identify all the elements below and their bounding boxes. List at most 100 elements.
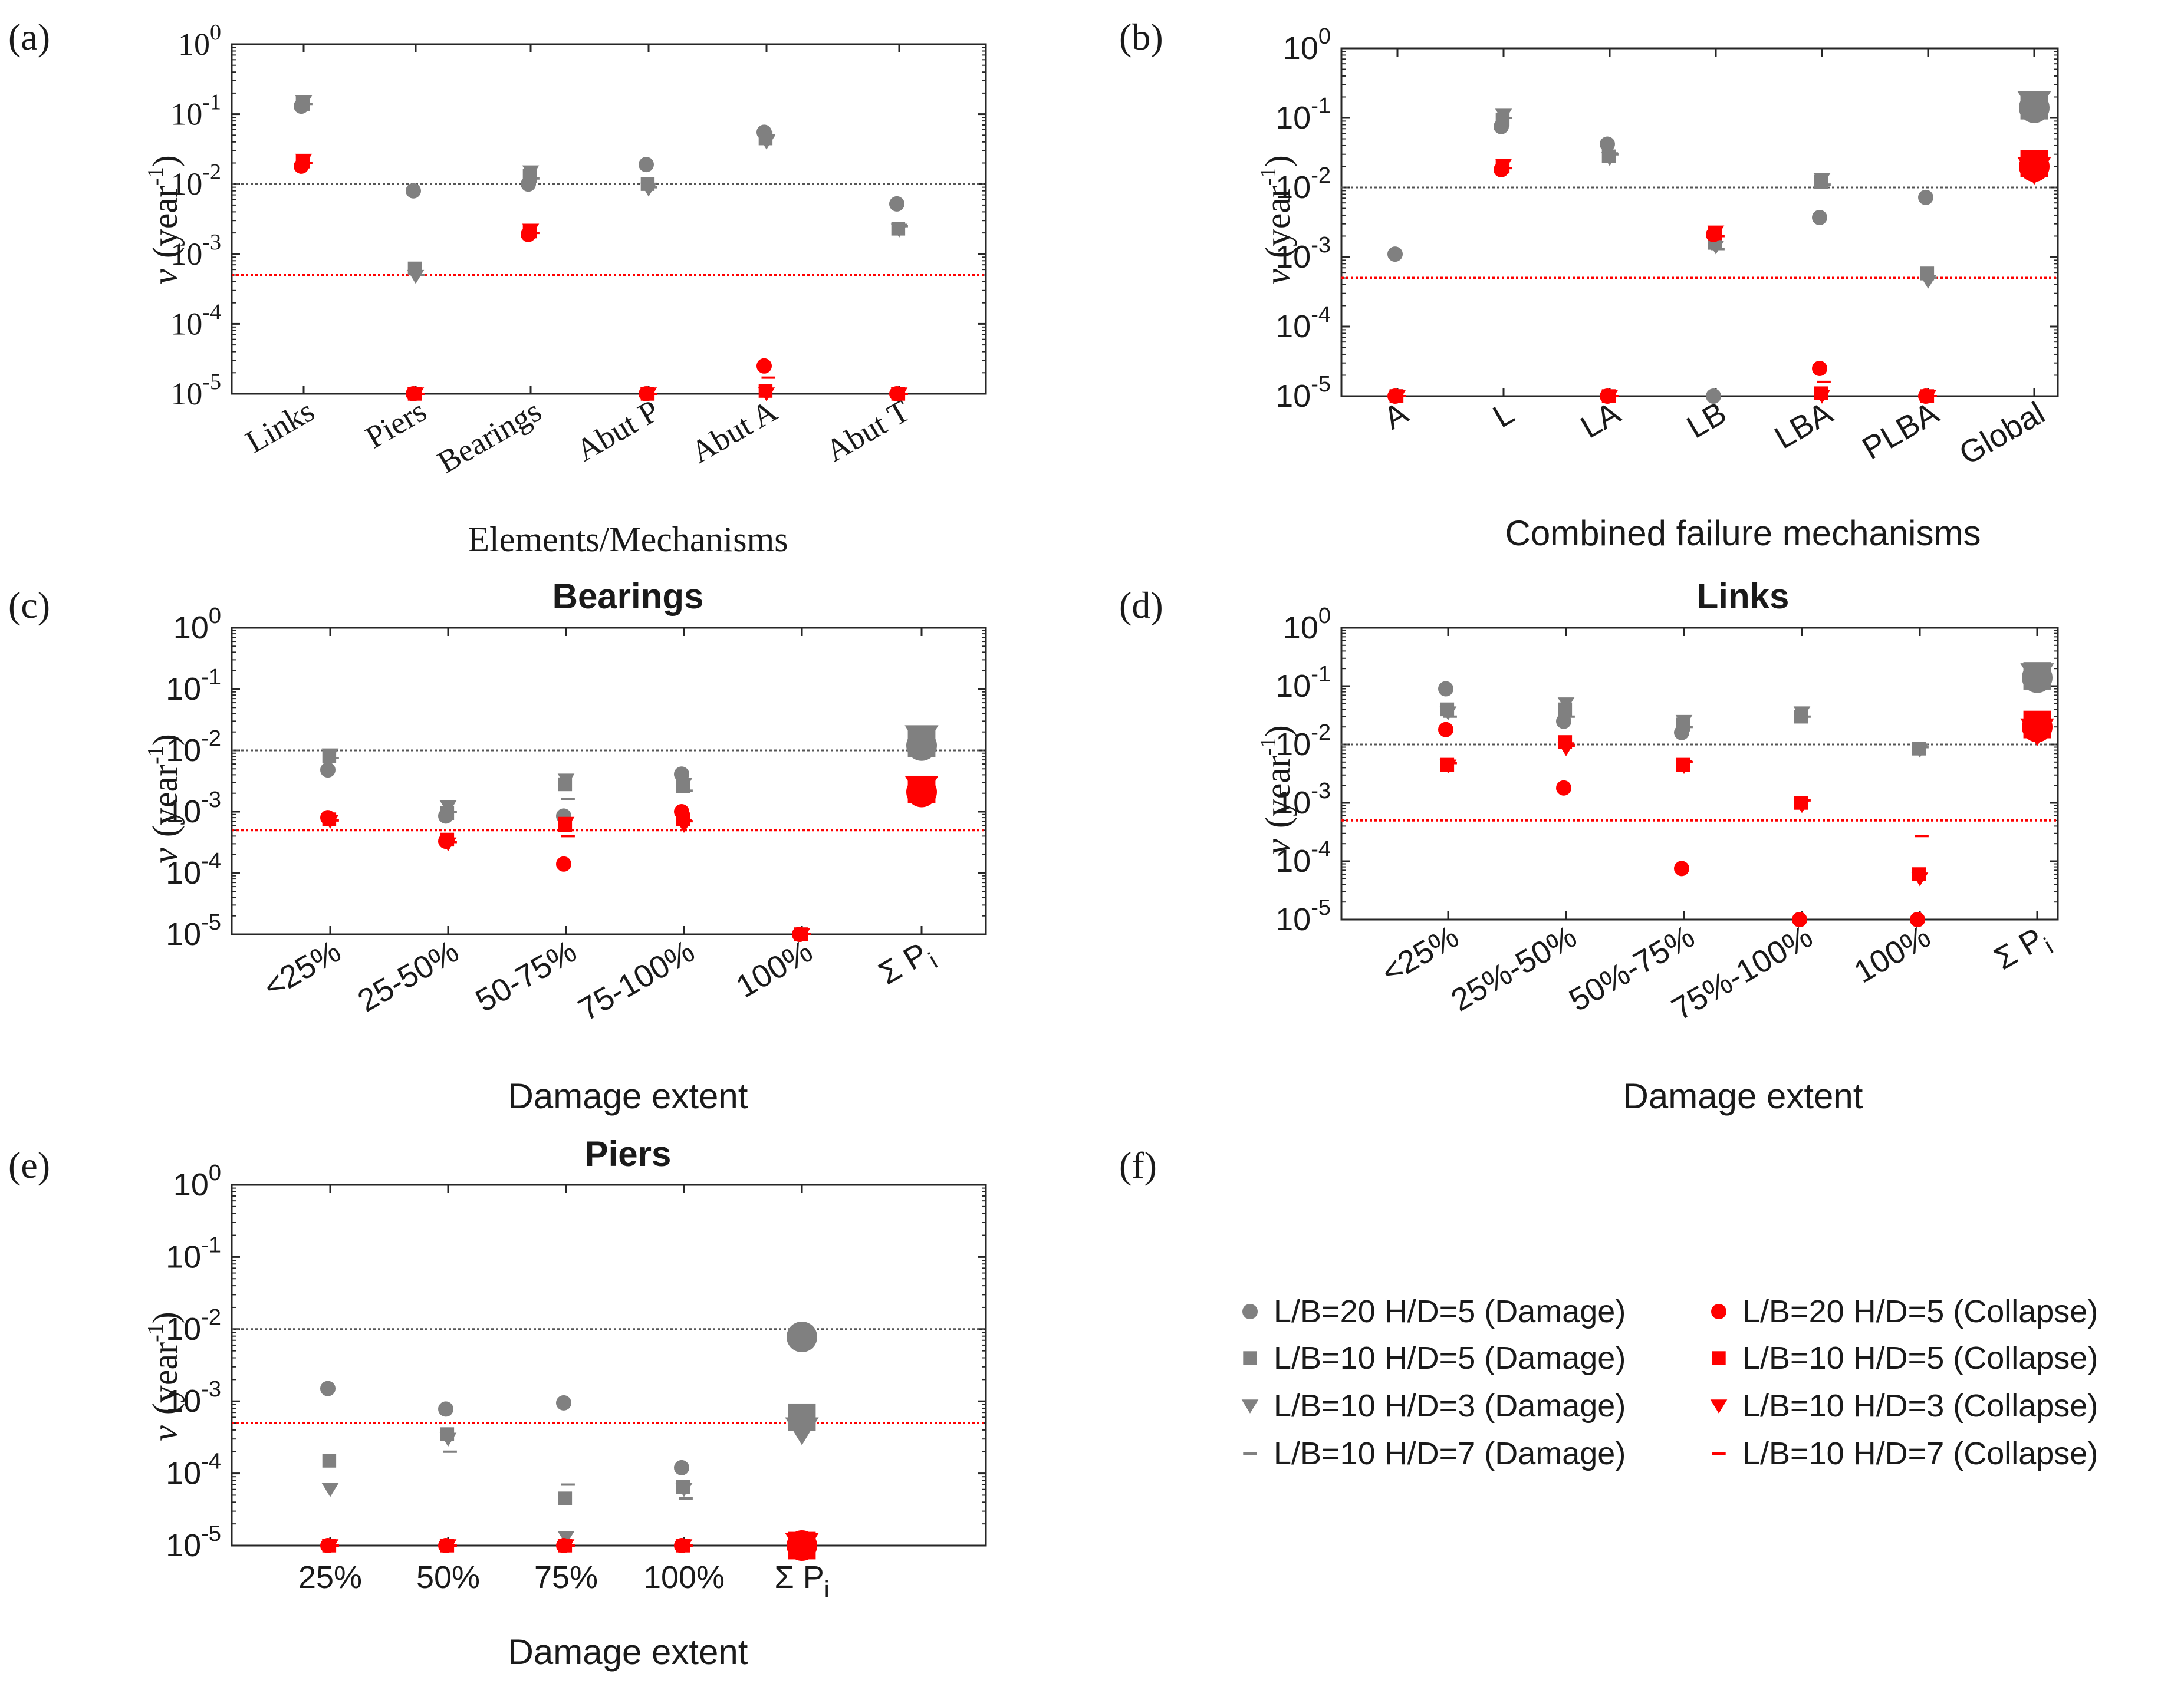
data-point <box>1495 108 1512 123</box>
legend-label: L/B=10 H/D=7 (Damage) <box>1274 1436 1626 1471</box>
y-tick-label: 10-2 <box>166 1305 221 1347</box>
legend-marker <box>1241 1399 1259 1414</box>
y-label-exp: -1 <box>1256 737 1281 756</box>
data-point <box>1438 722 1453 737</box>
y-axis-label: ν (year-1) <box>1256 725 1297 855</box>
x-tick-label: 75-100% <box>573 933 700 1027</box>
x-tick-label: Σ Pi <box>774 1560 829 1603</box>
x-axis-label: Combined failure mechanisms <box>1505 513 1981 553</box>
y-tick-label: 10-4 <box>166 849 221 891</box>
y-tick-label: 10-3 <box>1275 233 1331 275</box>
y-tick-label: 100 <box>178 20 221 62</box>
data-point <box>2020 718 2054 746</box>
x-tick-label: 50% <box>416 1560 480 1595</box>
axes-frame <box>231 627 987 935</box>
panel-a: (a) ν (year-1) Elements/Mechanisms 10-5 10… <box>8 16 987 559</box>
x-tick-label: <25% <box>1376 918 1465 990</box>
data-point <box>406 183 421 199</box>
y-label-symbol: ν <box>146 848 185 864</box>
y-label-symbol: ν <box>146 269 185 285</box>
y-label-exp: -1 <box>143 1323 168 1342</box>
data-point <box>1674 861 1689 877</box>
data-point <box>785 1533 819 1561</box>
y-tick-label: 10-4 <box>170 299 221 341</box>
x-tick-label: Piers <box>359 393 432 455</box>
legend-marker <box>1243 1351 1257 1365</box>
panel-b: (b) ν (year-1) Combined failure mechanism… <box>1119 16 2059 553</box>
data-point <box>1792 912 1807 927</box>
y-label-symbol: ν <box>1258 269 1297 285</box>
legend-label: L/B=10 H/D=3 (Damage) <box>1274 1388 1626 1424</box>
data-point <box>322 1454 337 1468</box>
y-tick-label: 100 <box>1283 24 1331 66</box>
y-label-exp: -1 <box>143 746 168 765</box>
data-point <box>556 856 571 872</box>
legend: L/B=20 H/D=5 (Damage) L/B=10 H/D=5 (Damag… <box>1241 1294 2098 1471</box>
x-tick-label: <25% <box>258 933 347 1005</box>
data-point <box>1910 912 1925 927</box>
x-tick-label: 25%-50% <box>1445 918 1583 1018</box>
legend-panel: (f) L/B=20 H/D=5 (Damage) L/B=10 H/D=5 (D… <box>1119 1144 2098 1471</box>
y-axis-label: ν (year-1) <box>1256 155 1297 285</box>
data-point <box>675 1483 693 1497</box>
legend-label: L/B=10 H/D=7 (Collapse) <box>1742 1436 2098 1471</box>
y-tick-label: 10-3 <box>1275 779 1331 821</box>
legend-marker <box>1711 1304 1726 1319</box>
x-axis-label: Elements/Mechanisms <box>468 520 788 559</box>
data-point <box>295 95 313 110</box>
data-point <box>787 1322 817 1353</box>
y-tick-label: 10-5 <box>170 370 221 411</box>
y-tick-label: 10-3 <box>166 1377 221 1419</box>
data-point <box>320 762 336 778</box>
y-tick-label: 10-1 <box>166 1233 221 1274</box>
axes-frame <box>231 1184 987 1547</box>
y-tick-label: 100 <box>173 1161 221 1203</box>
x-tick-label: 50-75% <box>470 933 583 1019</box>
data-point <box>557 773 575 788</box>
y-tick-label: 10-5 <box>1275 372 1331 414</box>
x-tick-label: L <box>1487 395 1520 434</box>
data-point <box>1707 225 1725 240</box>
data-point <box>321 1483 339 1497</box>
data-point <box>321 748 339 763</box>
svg-text:ν(year-1): ν (year-1) <box>143 734 185 864</box>
y-tick-label: 10-1 <box>170 90 221 132</box>
panel-label: (d) <box>1119 584 1163 626</box>
data-point <box>558 1491 573 1505</box>
data-point <box>758 387 775 401</box>
data-point <box>439 1432 457 1447</box>
x-tick-label: Links <box>239 393 320 459</box>
y-label-close: ) <box>1258 155 1297 167</box>
data-point <box>1495 159 1512 173</box>
legend-marker <box>1710 1399 1728 1414</box>
data-point <box>2017 157 2051 185</box>
y-tick-label: 10-1 <box>1275 662 1331 704</box>
y-tick-label: 10-4 <box>1275 302 1331 344</box>
data-point <box>1793 706 1811 721</box>
panel-c: (c) Bearings ν (year-1) Damage extent 10-… <box>8 576 987 1116</box>
data-point <box>295 153 313 168</box>
data-point <box>675 819 693 833</box>
data-point <box>1438 681 1453 697</box>
axes-frame <box>1340 47 2059 397</box>
x-tick-label: 75% <box>534 1560 598 1595</box>
x-tick-label: LBA <box>1769 395 1838 456</box>
svg-text:ν(year-1): ν (year-1) <box>143 155 185 285</box>
data-point <box>1707 241 1725 255</box>
y-axis-label: ν (year-1) <box>143 155 185 285</box>
x-tick-label: LA <box>1575 395 1626 445</box>
svg-text:ν(year-1): ν (year-1) <box>143 1312 185 1441</box>
x-tick-label: 100% <box>730 933 818 1004</box>
data-point <box>522 165 540 180</box>
svg-text:ν(year-1): ν (year-1) <box>1256 155 1297 285</box>
y-tick-label: 10-1 <box>166 665 221 707</box>
data-point <box>1439 706 1457 721</box>
data-point <box>1911 872 1929 887</box>
data-point <box>438 1401 453 1417</box>
y-label-unit: (year <box>1258 186 1297 258</box>
svg-text:ν(year-1): ν (year-1) <box>1256 725 1297 855</box>
panel-d: (d) Links ν (year-1) Damage extent 10-5 10… <box>1119 576 2059 1116</box>
chart-title: Links <box>1697 576 1790 616</box>
data-point <box>1813 173 1831 187</box>
panel-label: (a) <box>8 16 50 58</box>
